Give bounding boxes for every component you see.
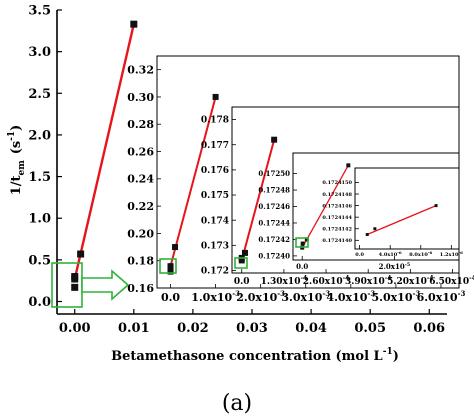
inset-2-y-tick-label: 0.177 <box>201 141 229 151</box>
inset-4-x-tick-label: 8.0x10-6 <box>409 250 432 258</box>
inset-4-y-tick-label: 0.1724146 <box>322 203 352 209</box>
figure-caption: (a) <box>222 391 252 416</box>
inset-1-y-tick-label: 0.22 <box>127 200 154 213</box>
inset-2-x-tick-label: 0.0 <box>234 277 250 287</box>
inset-1-y-tick-label: 0.26 <box>127 145 154 158</box>
inset-4-y-tick-label: 0.1724140 <box>322 238 352 244</box>
inset-2-fit-line <box>240 139 276 261</box>
inset-1-data-point <box>172 244 179 251</box>
main-x-tick-label: 0.03 <box>236 321 268 336</box>
main-x-tick-label: 0.02 <box>177 321 209 336</box>
inset-4-x-tick-label: 0.0 <box>355 252 364 258</box>
main-y-tick-label: 1.0 <box>28 212 51 227</box>
zoom-box <box>159 258 177 274</box>
inset-1-y-tick-label: 0.30 <box>127 91 154 104</box>
inset-3-y-tick-label: 0.17244 <box>258 218 290 227</box>
inset-1-y-tick-label: 0.20 <box>127 227 154 240</box>
main-y-ticks: 0.0 0.5 1.0 1.5 2.0 2.5 3.0 3.5 <box>28 4 62 310</box>
inset-1-data-point <box>167 263 174 270</box>
inset-3-y-tick-label: 0.17240 <box>258 251 290 260</box>
zoom-arrow <box>81 269 130 301</box>
inset-2-x-tick-label: 2.60x10-4 <box>303 275 349 287</box>
inset-2-y-tick-label: 0.174 <box>201 216 229 226</box>
main-series <box>71 20 138 291</box>
main-x-ticks: 0.00 0.01 0.02 0.03 0.04 0.05 0.06 <box>59 309 445 336</box>
zoom-box <box>295 237 309 248</box>
inset-2-x-tick-label: 6.50x10-4 <box>429 275 474 287</box>
main-y-tick-label: 0.5 <box>28 253 51 268</box>
inset-2-y-tick-label: 0.178 <box>201 116 229 126</box>
inset-3-x-tick-label: 2.0x10-5 <box>379 262 411 271</box>
inset-2-data-point <box>271 136 278 143</box>
main-x-tick-label: 0.04 <box>295 321 327 336</box>
inset-1-y-tick-label: 0.24 <box>127 173 154 186</box>
x-axis-label: Betamethasone concentration (mol L-1) <box>111 347 399 364</box>
inset-4-x-tick-label: 4.0x10-6 <box>379 250 402 258</box>
inset-3-y-tick-label: 0.17248 <box>258 185 290 194</box>
main-data-point <box>71 273 79 281</box>
inset-3-y-tick-label: 0.17242 <box>258 235 290 244</box>
inset-4-y-tick-label: 0.1724148 <box>322 192 352 198</box>
inset-1-y-tick-label: 0.32 <box>127 63 154 76</box>
inset-2-x-tick-label: 1.30x10-4 <box>261 275 307 287</box>
main-x-tick-label: 0.05 <box>354 321 386 336</box>
main-fit-line <box>73 23 135 280</box>
inset-3-data-point <box>300 241 305 246</box>
inset-3-data-point <box>304 237 309 242</box>
inset-3-y-tick-label: 0.17246 <box>258 202 290 211</box>
inset-1-x-tick-label: 2.0x10-3 <box>236 289 285 304</box>
inset-4-fit-line <box>366 205 437 236</box>
inset-2-y-tick-label: 0.173 <box>201 241 229 251</box>
inset-3-x-tick-label: 0.0 <box>296 262 308 271</box>
main-x-tick-label: 0.06 <box>413 321 445 336</box>
inset-2-x-tick-label: 3.90x10-4 <box>345 275 391 287</box>
inset-4-frame <box>354 167 460 250</box>
main-data-point <box>71 283 79 291</box>
inset-2-x-tick-label: 5.20x10-4 <box>387 275 433 287</box>
inset-1-x-tick-label: 0.0 <box>161 291 180 304</box>
inset-4-y-tick-label: 0.1724144 <box>322 215 352 221</box>
main-y-tick-label: 3.0 <box>28 45 51 60</box>
y-axis-label: 1/tem(s-1) <box>7 125 27 196</box>
main-x-tick-label: 0.01 <box>118 321 150 336</box>
inset-3-y-tick-label: 0.17250 <box>258 169 290 178</box>
inset-1-x-tick-label: 6.0x10-3 <box>417 289 466 304</box>
inset-4-data-point <box>434 204 438 208</box>
inset-4-data-point <box>365 233 369 237</box>
main-y-tick-label: 2.5 <box>28 87 51 102</box>
inset-3-data-point <box>346 163 351 168</box>
inset-1-x-tick-label: 1.0x10-3 <box>191 289 240 304</box>
inset-1-y-tick-label: 0.18 <box>127 255 154 268</box>
inset-2-y-tick-label: 0.172 <box>201 267 229 277</box>
main-x-tick-label: 0.00 <box>59 321 91 336</box>
main-data-point <box>130 20 138 28</box>
main-data-point <box>77 250 85 258</box>
inset-1-x-tick-label: 4.0x10-3 <box>326 289 375 304</box>
inset-1-x-tick-label: 5.0x10-3 <box>371 289 420 304</box>
zoom-indicators <box>51 237 309 308</box>
inset-4-y-tick-label: 0.1724150 <box>322 180 352 186</box>
inset-1-y-tick-label: 0.16 <box>127 282 154 295</box>
inset-2-y-tick-label: 0.175 <box>201 191 229 201</box>
inset-2-data-point <box>241 249 248 256</box>
main-y-tick-label: 0.0 <box>28 295 51 310</box>
inset-3-fit-line <box>301 165 349 248</box>
inset-4-y-tick-label: 0.1724142 <box>322 227 352 233</box>
inset-4: 0.1724140 0.1724142 0.1724144 0.1724146 0.17… <box>322 167 463 258</box>
main-y-tick-label: 2.0 <box>28 128 51 143</box>
inset-1-fit-line <box>169 96 217 267</box>
main-y-tick-label: 1.5 <box>28 170 51 185</box>
inset-1-x-tick-label: 3.0x10-3 <box>281 289 330 304</box>
main-y-tick-label: 3.5 <box>28 4 51 19</box>
inset-2-y-tick-label: 0.176 <box>201 166 229 176</box>
inset-4-data-point <box>373 227 377 231</box>
zoom-box <box>234 257 248 269</box>
inset-4-x-tick-label: 1.2x10-6 <box>440 250 463 258</box>
inset-1-y-tick-label: 0.28 <box>127 118 154 131</box>
inset-1-data-point <box>212 93 219 100</box>
